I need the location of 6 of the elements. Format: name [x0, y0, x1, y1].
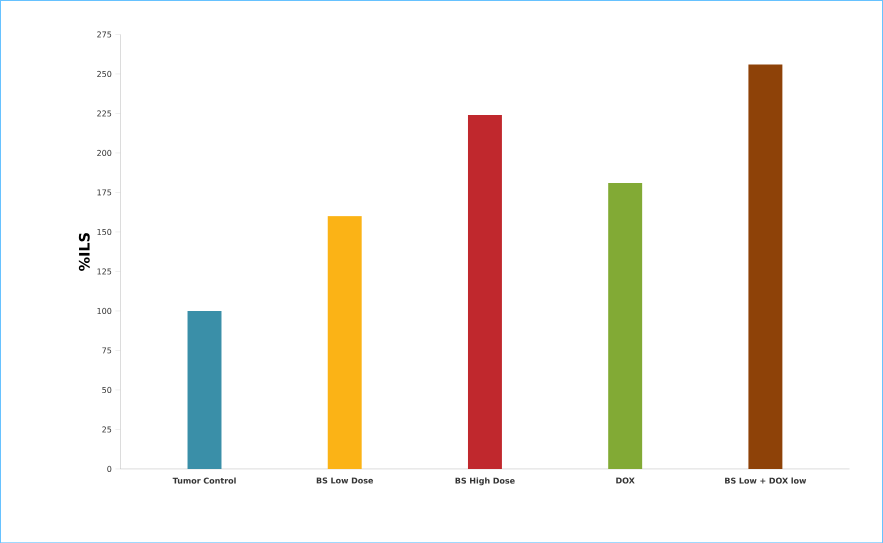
bar [468, 114, 502, 469]
bar [608, 182, 642, 469]
bar [328, 216, 362, 469]
bar [748, 64, 782, 469]
bar [188, 310, 222, 469]
y-axis-title: %ILS [78, 232, 90, 271]
